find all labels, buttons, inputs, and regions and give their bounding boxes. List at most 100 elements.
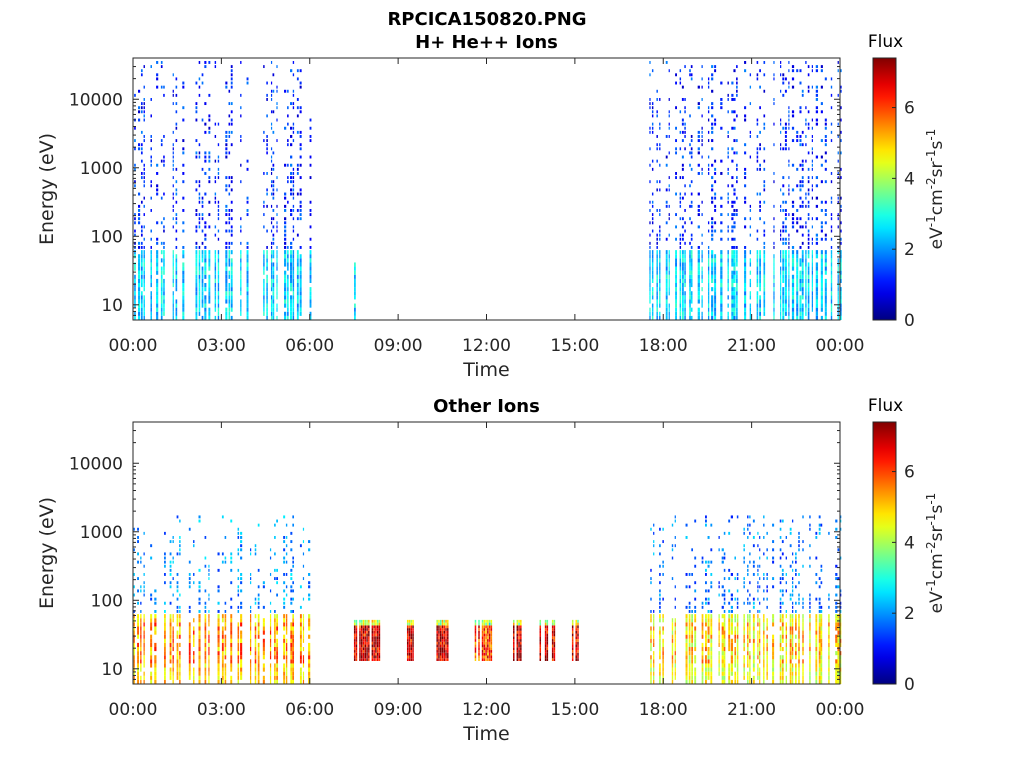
spectrogram-cell bbox=[820, 274, 823, 279]
spectrogram-cell bbox=[749, 250, 752, 255]
spectrogram-cell bbox=[837, 655, 840, 660]
spectrogram-cell bbox=[292, 225, 295, 229]
spectrogram-cell bbox=[195, 229, 198, 233]
spectrogram-cell bbox=[668, 184, 670, 188]
spectrogram-cell bbox=[759, 192, 761, 196]
spectrogram-cell bbox=[697, 254, 700, 259]
spectrogram-cell bbox=[665, 250, 668, 255]
spectrogram-cell bbox=[240, 622, 243, 627]
spectrogram-cell bbox=[820, 85, 823, 89]
spectrogram-cell bbox=[788, 192, 790, 196]
spectrogram-cell bbox=[701, 659, 704, 664]
spectrogram-cell bbox=[649, 241, 651, 245]
spectrogram-cell bbox=[707, 303, 710, 308]
spectrogram-cell bbox=[788, 283, 790, 288]
spectrogram-cell bbox=[718, 655, 720, 660]
spectrogram-cell bbox=[820, 221, 823, 225]
spectrogram-cell bbox=[179, 593, 181, 597]
spectrogram-cell bbox=[283, 515, 286, 519]
spectrogram-cell bbox=[809, 610, 811, 613]
spectrogram-cell bbox=[285, 630, 288, 635]
spectrogram-cell bbox=[701, 560, 704, 564]
spectrogram-cell bbox=[749, 651, 751, 656]
spectrogram-cell bbox=[276, 630, 279, 635]
spectrogram-cell bbox=[154, 642, 157, 647]
burst-cell bbox=[436, 619, 438, 623]
spectrogram-cell bbox=[169, 671, 172, 676]
spectrogram-cell bbox=[820, 675, 823, 680]
spectrogram-cell bbox=[217, 655, 220, 660]
spectrogram-cell bbox=[759, 315, 761, 320]
spectrogram-cell bbox=[727, 110, 729, 114]
spectrogram-cell bbox=[237, 622, 240, 627]
spectrogram-cell bbox=[824, 126, 827, 130]
spectrogram-cell bbox=[150, 209, 152, 212]
spectrogram-cell bbox=[143, 618, 145, 623]
burst-cell bbox=[445, 636, 447, 640]
spectrogram-cell bbox=[269, 679, 272, 684]
spectrogram-cell bbox=[217, 311, 220, 316]
spectrogram-cell bbox=[720, 106, 723, 110]
spectrogram-cell bbox=[195, 151, 198, 155]
spectrogram-cell bbox=[749, 626, 751, 631]
spectrogram-cell bbox=[237, 634, 240, 639]
spectrogram-cell bbox=[296, 167, 299, 171]
spectrogram-cell bbox=[164, 642, 166, 647]
spectrogram-cell bbox=[694, 564, 697, 568]
spectrogram-cell bbox=[714, 258, 717, 263]
spectrogram-cell bbox=[681, 85, 684, 89]
spectrogram-cell bbox=[134, 167, 136, 171]
spectrogram-cell bbox=[798, 540, 800, 544]
spectrogram-cell bbox=[830, 246, 833, 249]
spectrogram-cell bbox=[290, 634, 293, 639]
spectrogram-cell bbox=[290, 262, 293, 267]
burst-cell bbox=[478, 655, 480, 659]
spectrogram-cell bbox=[299, 311, 302, 316]
spectrogram-cell bbox=[287, 315, 289, 320]
spectrogram-cell bbox=[150, 593, 153, 597]
spectrogram-cell bbox=[710, 655, 713, 660]
spectrogram-cell bbox=[240, 601, 243, 605]
spectrogram-cell bbox=[675, 266, 677, 271]
spectrogram-cell bbox=[749, 663, 751, 668]
spectrogram-cell bbox=[172, 209, 174, 212]
spectrogram-cell bbox=[830, 229, 833, 233]
spectrogram-cell bbox=[766, 531, 768, 535]
spectrogram-cell bbox=[681, 311, 684, 316]
spectrogram-cell bbox=[710, 618, 713, 623]
spectrogram-cell bbox=[675, 299, 677, 304]
spectrogram-cell bbox=[711, 262, 714, 267]
spectrogram-cell bbox=[830, 278, 833, 283]
spectrogram-cell bbox=[811, 299, 813, 304]
spectrogram-cell bbox=[690, 307, 693, 312]
spectrogram-cell bbox=[798, 655, 800, 660]
spectrogram-cell bbox=[820, 614, 823, 619]
spectrogram-cell bbox=[246, 200, 249, 204]
burst-cell bbox=[371, 636, 374, 640]
spectrogram-cell bbox=[138, 299, 141, 304]
spectrogram-cell bbox=[837, 246, 839, 249]
burst-cell bbox=[364, 636, 367, 640]
spectrogram-cell bbox=[169, 655, 172, 660]
spectrogram-cell bbox=[208, 610, 210, 613]
burst-cell bbox=[375, 647, 377, 651]
spectrogram-cell bbox=[296, 254, 299, 259]
spectrogram-cell bbox=[809, 593, 811, 597]
spectrogram-cell bbox=[736, 655, 739, 660]
burst-cell bbox=[364, 619, 367, 623]
spectrogram-cell bbox=[270, 246, 273, 249]
spectrogram-cell bbox=[697, 270, 700, 275]
spectrogram-cell bbox=[694, 647, 697, 652]
spectrogram-cell bbox=[230, 675, 233, 680]
spectrogram-cell bbox=[756, 192, 759, 196]
spectrogram-cell bbox=[781, 593, 784, 597]
spectrogram-cell bbox=[835, 622, 838, 627]
spectrogram-cell bbox=[150, 626, 153, 631]
spectrogram-cell bbox=[262, 679, 265, 684]
spectrogram-cell bbox=[143, 622, 145, 627]
spectrogram-cell bbox=[837, 69, 839, 73]
burst-cell bbox=[373, 647, 375, 651]
spectrogram-cell bbox=[208, 663, 210, 668]
spectrogram-cell bbox=[290, 610, 293, 613]
spectrogram-cell bbox=[133, 671, 135, 676]
